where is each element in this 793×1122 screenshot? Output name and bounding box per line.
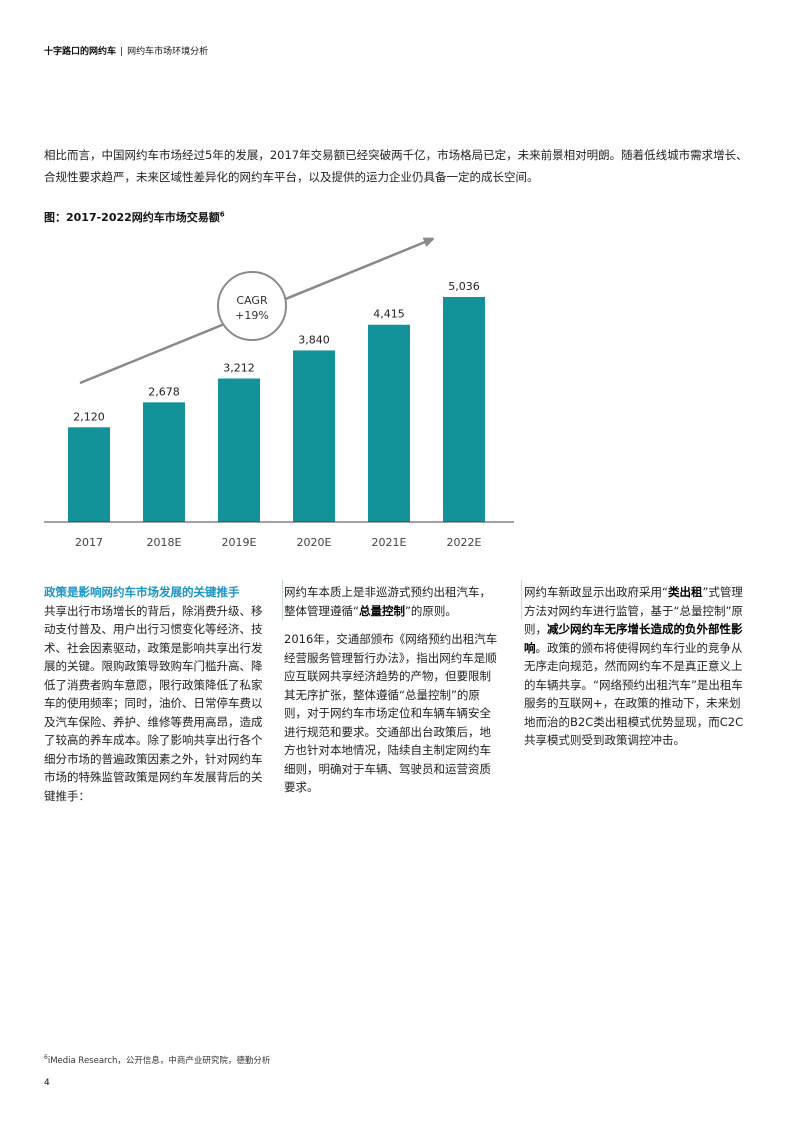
- bar-2018E: [143, 402, 185, 522]
- text-run: 。政策的颁布将使得网约车行业的竞争从无序走向规范，然而网约车不是真正意义上的车辆…: [524, 640, 744, 748]
- text-run: 网约车本质上是非巡游式预约出租汽车，整体管理遵循“: [284, 585, 491, 618]
- footnote-text: iMedia Research，公开信息，中商产业研究院，德勤分析: [47, 1056, 271, 1066]
- cagr-circle: [217, 271, 287, 341]
- cagr-label: CAGR: [236, 294, 268, 307]
- text-run: 网约车新政显示出政府采用“: [524, 585, 668, 599]
- text-run: ”式管理方法对网约车进行监管，基于“总量控制”原则，: [524, 585, 743, 636]
- bar-2022E: [443, 297, 485, 522]
- column-divider: [282, 580, 283, 620]
- running-header: 十字路口的网约车 | 网约车市场环境分析: [44, 44, 208, 57]
- bar-value-label: 2,120: [73, 410, 105, 423]
- cagr-value: +19%: [235, 309, 269, 322]
- bar-2021E: [368, 324, 410, 522]
- bar-chart: CAGR +19% 2,120 2,678 3,212 3,840 4,415 5,036…: [44, 228, 514, 549]
- figure-title-text: 图：2017-2022网约车市场交易额: [44, 211, 220, 224]
- bar-value-label: 4,415: [373, 308, 405, 321]
- x-tick-label: 2022E: [447, 536, 482, 549]
- column-lead-heading: 政策是影响网约车市场发展的关键推手: [44, 585, 240, 599]
- bar-value-label: 5,036: [448, 280, 480, 293]
- x-tick-label: 2018E: [147, 536, 182, 549]
- column-paragraph: 2016年，交通部颁布《网络预约出租汽车经营服务管理暂行办法》，指出网约车是顺应…: [284, 632, 498, 794]
- x-tick-label: 2021E: [372, 536, 407, 549]
- x-tick-label: 2017: [75, 536, 103, 549]
- text-run: ”的原则。: [404, 603, 457, 618]
- figure-note-mark: 6: [219, 210, 225, 219]
- x-tick-label: 2020E: [297, 536, 332, 549]
- header-separator: |: [120, 47, 124, 57]
- bold-term: 类出租: [667, 585, 703, 599]
- bar-2017: [68, 427, 110, 522]
- footnote-mark: 6: [44, 1054, 48, 1062]
- x-tick-label: 2019E: [222, 536, 257, 549]
- bold-term: 减少网约车无序增长造成的负外部性影响: [524, 622, 743, 655]
- intro-paragraph: 相比而言，中国网约车市场经过5年的发展，2017年交易额已经突破两千亿，市场格局…: [44, 148, 748, 184]
- bar-2020E: [293, 350, 335, 522]
- column-new-policy: 网约车新政显示出政府采用“类出租”式管理方法对网约车进行监管，基于“总量控制”原…: [524, 583, 746, 760]
- bar-value-label: 2,678: [148, 385, 180, 398]
- column-paragraph: 网约车本质上是非巡游式预约出租汽车，整体管理遵循“总量控制”的原则。: [284, 583, 502, 620]
- column-body: 共享出行市场增长的背后，除消费升级、移动支付普及、用户出行习惯变化等经济、技术、…: [44, 603, 263, 803]
- bold-term: 总量控制: [358, 603, 405, 618]
- figure-title: 图：2017-2022网约车市场交易额6: [44, 209, 225, 225]
- column-paragraph: 网约车新政显示出政府采用“类出租”式管理方法对网约车进行监管，基于“总量控制”原…: [524, 583, 746, 750]
- column-total-control: 网约车本质上是非巡游式预约出租汽车，整体管理遵循“总量控制”的原则。 2016年…: [284, 583, 502, 807]
- page-number: 4: [44, 1078, 50, 1088]
- column-policy-driver: 政策是影响网约车市场发展的关键推手 共享出行市场增长的背后，除消费升级、移动支付…: [44, 583, 264, 805]
- bar-value-label: 3,840: [298, 333, 330, 346]
- bar-2019E: [218, 378, 260, 522]
- column-divider: [521, 580, 522, 620]
- header-subtitle: 网约车市场环境分析: [127, 47, 209, 57]
- footnote: 6iMedia Research，公开信息，中商产业研究院，德勤分析: [44, 1054, 270, 1066]
- header-title: 十字路口的网约车: [44, 47, 117, 57]
- bar-value-label: 3,212: [223, 361, 255, 374]
